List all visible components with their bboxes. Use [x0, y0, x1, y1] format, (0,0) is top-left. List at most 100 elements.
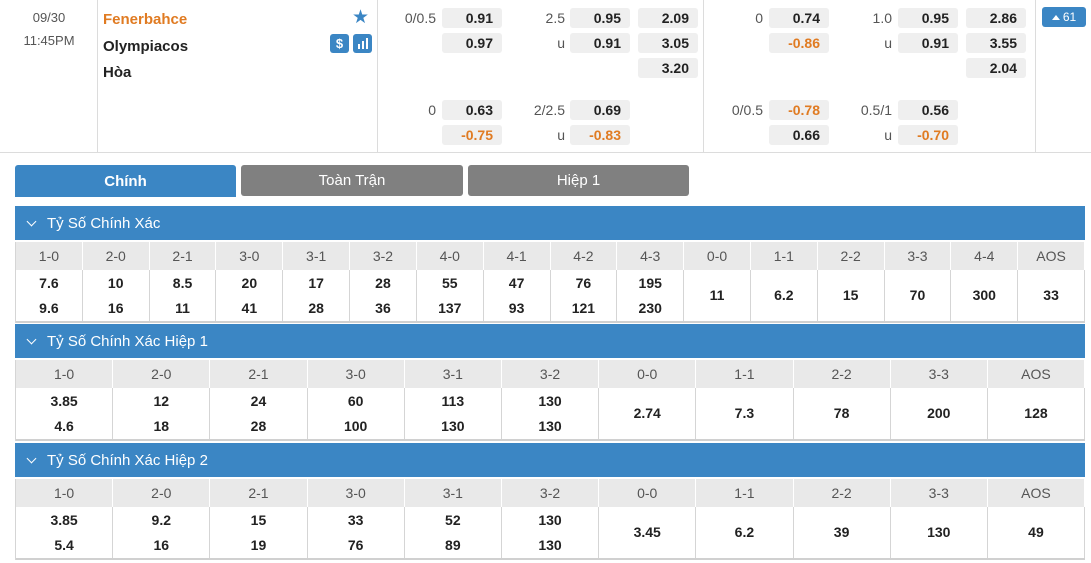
odds-value-home[interactable]: 49	[1028, 524, 1044, 540]
odds-value-home[interactable]: 78	[833, 405, 850, 421]
odds-value-home[interactable]: 130	[927, 524, 951, 540]
odds-value-home[interactable]: 39	[833, 524, 850, 540]
odds-value-home[interactable]: 7.6	[39, 274, 59, 291]
alt-ft-handicap-away-odds[interactable]: -0.75	[442, 125, 502, 145]
more-markets-button[interactable]: 61	[1042, 7, 1086, 27]
odds-value-home[interactable]: 55	[441, 274, 458, 291]
odds-value-home[interactable]: 300	[972, 287, 996, 303]
odds-value-home[interactable]: 33	[1043, 287, 1059, 303]
odds-value-home[interactable]: 17	[308, 274, 324, 291]
odds-value-home[interactable]: 2.74	[633, 405, 661, 421]
odds-value-away[interactable]: 76	[347, 536, 364, 553]
odds-value-home[interactable]: 9.2	[151, 511, 172, 528]
away-team[interactable]: Olympiacos	[103, 38, 189, 55]
section-header[interactable]: Tỷ Số Chính Xác	[15, 206, 1085, 240]
odds-cell: 49	[988, 507, 1086, 558]
section-header[interactable]: Tỷ Số Chính Xác Hiệp 1	[15, 324, 1085, 358]
ft-1x2-draw-odds[interactable]: 3.20	[638, 58, 698, 78]
odds-value-away[interactable]: 137	[438, 299, 462, 316]
odds-value-home[interactable]: 3.85	[50, 392, 78, 409]
h1-1x2-home-odds[interactable]: 2.86	[966, 8, 1026, 28]
alt-ft-handicap-line: 0	[428, 102, 436, 118]
tab-first-half[interactable]: Hiệp 1	[468, 165, 689, 196]
odds-value-away[interactable]: 93	[508, 299, 525, 316]
ft-handicap-away-odds[interactable]: 0.97	[442, 33, 502, 53]
odds-value-home[interactable]: 11	[709, 287, 725, 303]
ft-1x2-away-odds[interactable]: 3.05	[638, 33, 698, 53]
odds-value-away[interactable]: 121	[571, 299, 596, 316]
odds-value-away[interactable]: 130	[441, 417, 465, 434]
odds-value-away[interactable]: 4.6	[54, 417, 74, 434]
odds-value-home[interactable]: 33	[347, 511, 364, 528]
odds-value-home[interactable]: 130	[538, 511, 562, 528]
odds-cell: 7.6 9.6	[16, 270, 83, 321]
alt-ft-total-under-odds[interactable]: -0.83	[570, 125, 630, 145]
odds-value-away[interactable]: 11	[175, 299, 190, 316]
odds-value-home[interactable]: 47	[508, 274, 525, 291]
odds-value-home[interactable]: 3.85	[50, 511, 78, 528]
odds-value-home[interactable]: 6.2	[774, 287, 794, 303]
odds-value-home[interactable]: 8.5	[172, 274, 193, 291]
tab-full-match[interactable]: Toàn Trận	[241, 165, 463, 196]
chevron-down-icon[interactable]	[15, 216, 47, 226]
alt-h1-total-under-odds[interactable]: -0.70	[898, 125, 958, 145]
odds-value-away[interactable]: 16	[107, 299, 124, 316]
odds-value-home[interactable]: 20	[241, 274, 258, 291]
alt-h1-total-over-odds[interactable]: 0.56	[898, 100, 958, 120]
alt-ft-total-over-odds[interactable]: 0.69	[570, 100, 630, 120]
ft-total-under-odds[interactable]: 0.91	[570, 33, 630, 53]
alt-ft-handicap-home-odds[interactable]: 0.63	[442, 100, 502, 120]
h1-1x2-draw-odds[interactable]: 2.04	[966, 58, 1026, 78]
odds-value-home[interactable]: 15	[842, 287, 859, 303]
h1-handicap-away-odds[interactable]: -0.86	[769, 33, 829, 53]
odds-value-away[interactable]: 16	[153, 536, 170, 553]
odds-value-home[interactable]: 130	[538, 392, 562, 409]
odds-value-home[interactable]: 113	[441, 392, 465, 409]
h1-1x2-away-odds[interactable]: 3.55	[966, 33, 1026, 53]
odds-value-home[interactable]: 7.3	[734, 405, 755, 421]
ft-1x2-home-odds[interactable]: 2.09	[638, 8, 698, 28]
section-header[interactable]: Tỷ Số Chính Xác Hiệp 2	[15, 443, 1085, 477]
stats-chart-icon[interactable]	[353, 34, 372, 53]
odds-value-home[interactable]: 24	[250, 392, 267, 409]
alt-h1-handicap-home-odds[interactable]: -0.78	[769, 100, 829, 120]
odds-value-away[interactable]: 9.6	[39, 299, 59, 316]
odds-value-home[interactable]: 3.45	[633, 524, 661, 540]
odds-value-away[interactable]: 5.4	[54, 536, 74, 553]
odds-value-home[interactable]: 52	[445, 511, 461, 528]
odds-value-away[interactable]: 19	[250, 536, 267, 553]
odds-value-away[interactable]: 130	[538, 536, 562, 553]
odds-value-away[interactable]: 28	[308, 299, 324, 316]
odds-value-away[interactable]: 130	[538, 417, 562, 434]
money-icon[interactable]: $	[330, 34, 349, 53]
alt-h1-handicap-away-odds[interactable]: 0.66	[769, 125, 829, 145]
odds-value-away[interactable]: 230	[638, 299, 662, 316]
odds-value-home[interactable]: 128	[1024, 405, 1048, 421]
favorite-star-icon[interactable]: ★	[352, 7, 370, 28]
odds-value-home[interactable]: 10	[107, 274, 124, 291]
odds-value-home[interactable]: 15	[250, 511, 267, 528]
tab-main[interactable]: Chính	[15, 165, 236, 197]
home-team[interactable]: Fenerbahce	[103, 11, 188, 28]
odds-value-home[interactable]: 60	[347, 392, 364, 409]
h1-total-over-odds[interactable]: 0.95	[898, 8, 958, 28]
chevron-down-icon[interactable]	[15, 453, 47, 463]
odds-value-home[interactable]: 6.2	[734, 524, 755, 540]
odds-value-home[interactable]: 76	[575, 274, 592, 291]
odds-value-away[interactable]: 89	[445, 536, 461, 553]
odds-value-away[interactable]: 18	[153, 417, 170, 434]
odds-value-home[interactable]: 195	[638, 274, 662, 291]
h1-total-under-odds[interactable]: 0.91	[898, 33, 958, 53]
h1-handicap-home-odds[interactable]: 0.74	[769, 8, 829, 28]
odds-value-away[interactable]: 41	[241, 299, 258, 316]
odds-value-away[interactable]: 28	[250, 417, 267, 434]
odds-value-away[interactable]: 36	[375, 299, 391, 316]
chevron-down-icon[interactable]	[15, 334, 47, 344]
odds-value-home[interactable]: 200	[927, 405, 951, 421]
odds-value-home[interactable]: 12	[153, 392, 170, 409]
odds-value-home[interactable]: 28	[375, 274, 391, 291]
ft-total-over-odds[interactable]: 0.95	[570, 8, 630, 28]
odds-value-away[interactable]: 100	[343, 417, 368, 434]
ft-handicap-home-odds[interactable]: 0.91	[442, 8, 502, 28]
odds-value-home[interactable]: 70	[909, 287, 926, 303]
